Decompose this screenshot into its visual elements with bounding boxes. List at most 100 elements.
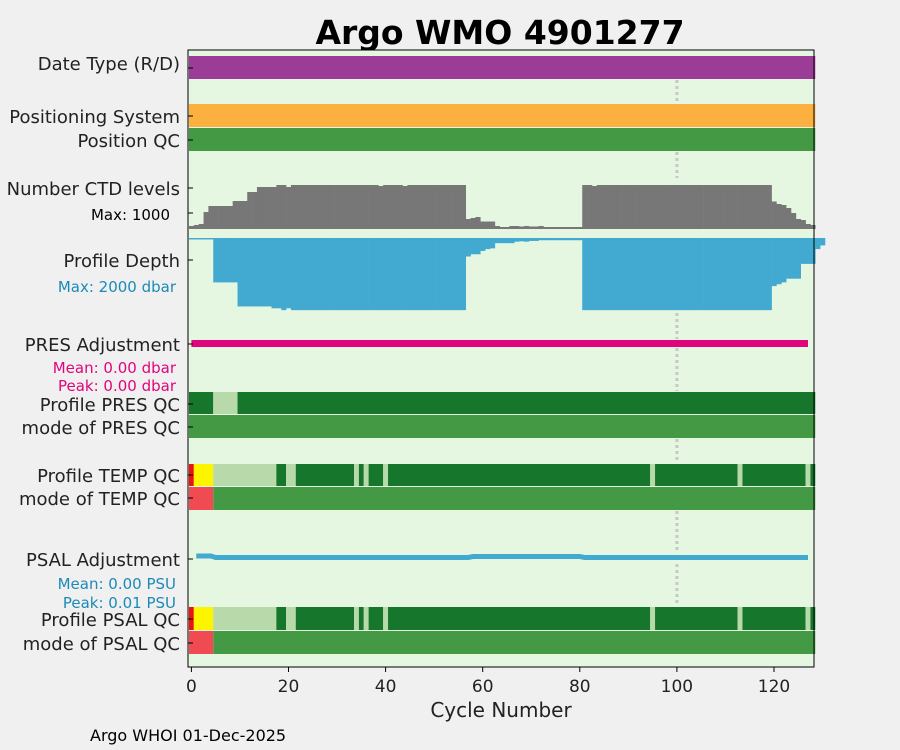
ctd-level-bar	[324, 185, 331, 229]
profile-depth-bar	[232, 238, 238, 283]
ctd-level-bar	[713, 185, 719, 229]
ctd-level-bar	[300, 185, 306, 229]
profile-depth-bar	[514, 238, 520, 242]
profile-depth-bar	[795, 238, 802, 279]
ctd-level-bar	[203, 212, 209, 229]
ctd-level-bar	[509, 226, 515, 229]
profile-depth-bar	[572, 238, 578, 241]
profile-depth-bar	[737, 238, 743, 311]
ctd-level-bar	[795, 219, 802, 229]
profile-depth-bar	[436, 238, 442, 311]
ctd-level-bar	[422, 185, 428, 229]
temp-qc-segment	[354, 464, 359, 486]
ctd-level-bar	[218, 206, 224, 229]
ctd-level-bar	[232, 201, 238, 229]
ctd-level-bar	[732, 185, 738, 229]
profile-depth-bar	[451, 238, 457, 311]
temp-qc-segment	[737, 464, 743, 486]
label-profile-depth: Profile Depth	[63, 251, 180, 272]
pres-adjustment-line	[191, 340, 808, 347]
profile-depth-bar	[222, 238, 229, 283]
pres-qc-segment	[237, 392, 816, 414]
profile-depth-bar	[655, 238, 661, 311]
ctd-level-bar	[208, 206, 214, 229]
profile-depth-bar	[621, 238, 627, 311]
profile-depth-bar	[640, 238, 646, 311]
profile-depth-bar	[334, 238, 340, 311]
psal-qc-segment	[276, 607, 287, 630]
x-tick-label: 0	[186, 677, 197, 697]
ctd-level-bar	[538, 226, 544, 229]
ctd-level-bar	[344, 185, 350, 229]
ctd-level-bar	[737, 185, 743, 229]
ctd-level-bar	[582, 185, 588, 229]
temp-qc-segment	[363, 464, 369, 486]
profile-depth-bar	[305, 238, 311, 311]
label-mode-temp-qc: mode of TEMP QC	[19, 489, 180, 510]
ctd-level-bar	[718, 185, 724, 229]
label-positioning-system: Positioning System	[9, 107, 180, 128]
ctd-level-bar	[693, 185, 700, 229]
ctd-level-bar	[227, 206, 233, 229]
profile-depth-bar	[684, 238, 690, 311]
profile-depth-bar	[669, 238, 675, 311]
ctd-level-bar	[475, 217, 481, 229]
ctd-level-bar	[674, 185, 680, 229]
ctd-level-bar	[334, 185, 340, 229]
ctd-level-bar	[810, 225, 816, 229]
ctd-level-bar	[781, 205, 787, 229]
ctd-level-bar	[441, 185, 447, 229]
label-position-qc: Position QC	[77, 131, 180, 152]
profile-depth-bar	[630, 238, 636, 311]
profile-depth-bar	[494, 238, 500, 244]
profile-depth-bar	[373, 238, 379, 311]
profile-depth-bar	[606, 238, 612, 311]
ctd-level-bar	[256, 187, 263, 229]
ctd-level-bar	[698, 185, 704, 229]
ctd-level-bar	[354, 185, 360, 229]
temp-qc-segment	[810, 464, 816, 486]
psal-qc-segment	[655, 607, 738, 630]
profile-depth-bar	[727, 238, 734, 311]
profile-depth-bar	[703, 238, 709, 311]
profile-depth-bar	[329, 238, 335, 311]
profile-depth-bar	[261, 238, 267, 307]
ctd-level-bar	[252, 192, 258, 229]
ctd-level-bar	[659, 185, 666, 229]
profile-depth-bar	[271, 238, 277, 309]
ctd-level-bar	[446, 185, 452, 229]
ctd-level-bar	[349, 185, 355, 229]
profile-depth-bar	[281, 238, 287, 311]
temp-qc-segment	[358, 464, 364, 486]
profile-depth-bar	[475, 238, 481, 255]
x-tick-label: 80	[569, 677, 591, 697]
ctd-level-bar	[519, 226, 525, 229]
psal-qc-segment	[742, 607, 806, 630]
profile-depth-bar	[645, 238, 651, 311]
ctd-level-bar	[193, 225, 199, 229]
psal-qc-segment	[295, 607, 355, 630]
ctd-level-bar	[761, 185, 768, 229]
profile-depth-bar	[553, 238, 559, 241]
ctd-level-bar	[679, 185, 685, 229]
temp-qc-segment	[213, 464, 277, 486]
ctd-level-bar	[635, 185, 641, 229]
ctd-level-bar	[286, 187, 292, 229]
temp-qc-segment	[368, 464, 384, 486]
ctd-level-bar	[742, 185, 748, 229]
temp-qc-segment	[388, 464, 651, 486]
ctd-level-bar	[261, 187, 267, 229]
ctd-level-bar	[363, 185, 369, 229]
ctd-level-bar	[290, 185, 297, 229]
label-mode-psal-qc: mode of PSAL QC	[23, 634, 180, 655]
profile-depth-bar	[761, 238, 768, 311]
temp-mode-segment	[188, 487, 214, 510]
ctd-level-bar	[601, 185, 607, 229]
profile-depth-bar	[650, 238, 656, 311]
ctd-level-bar	[567, 227, 573, 229]
temp-qc-segment	[655, 464, 738, 486]
temp-mode-segment	[213, 487, 816, 510]
ctd-level-bar	[237, 201, 243, 229]
ctd-level-bar	[640, 185, 646, 229]
